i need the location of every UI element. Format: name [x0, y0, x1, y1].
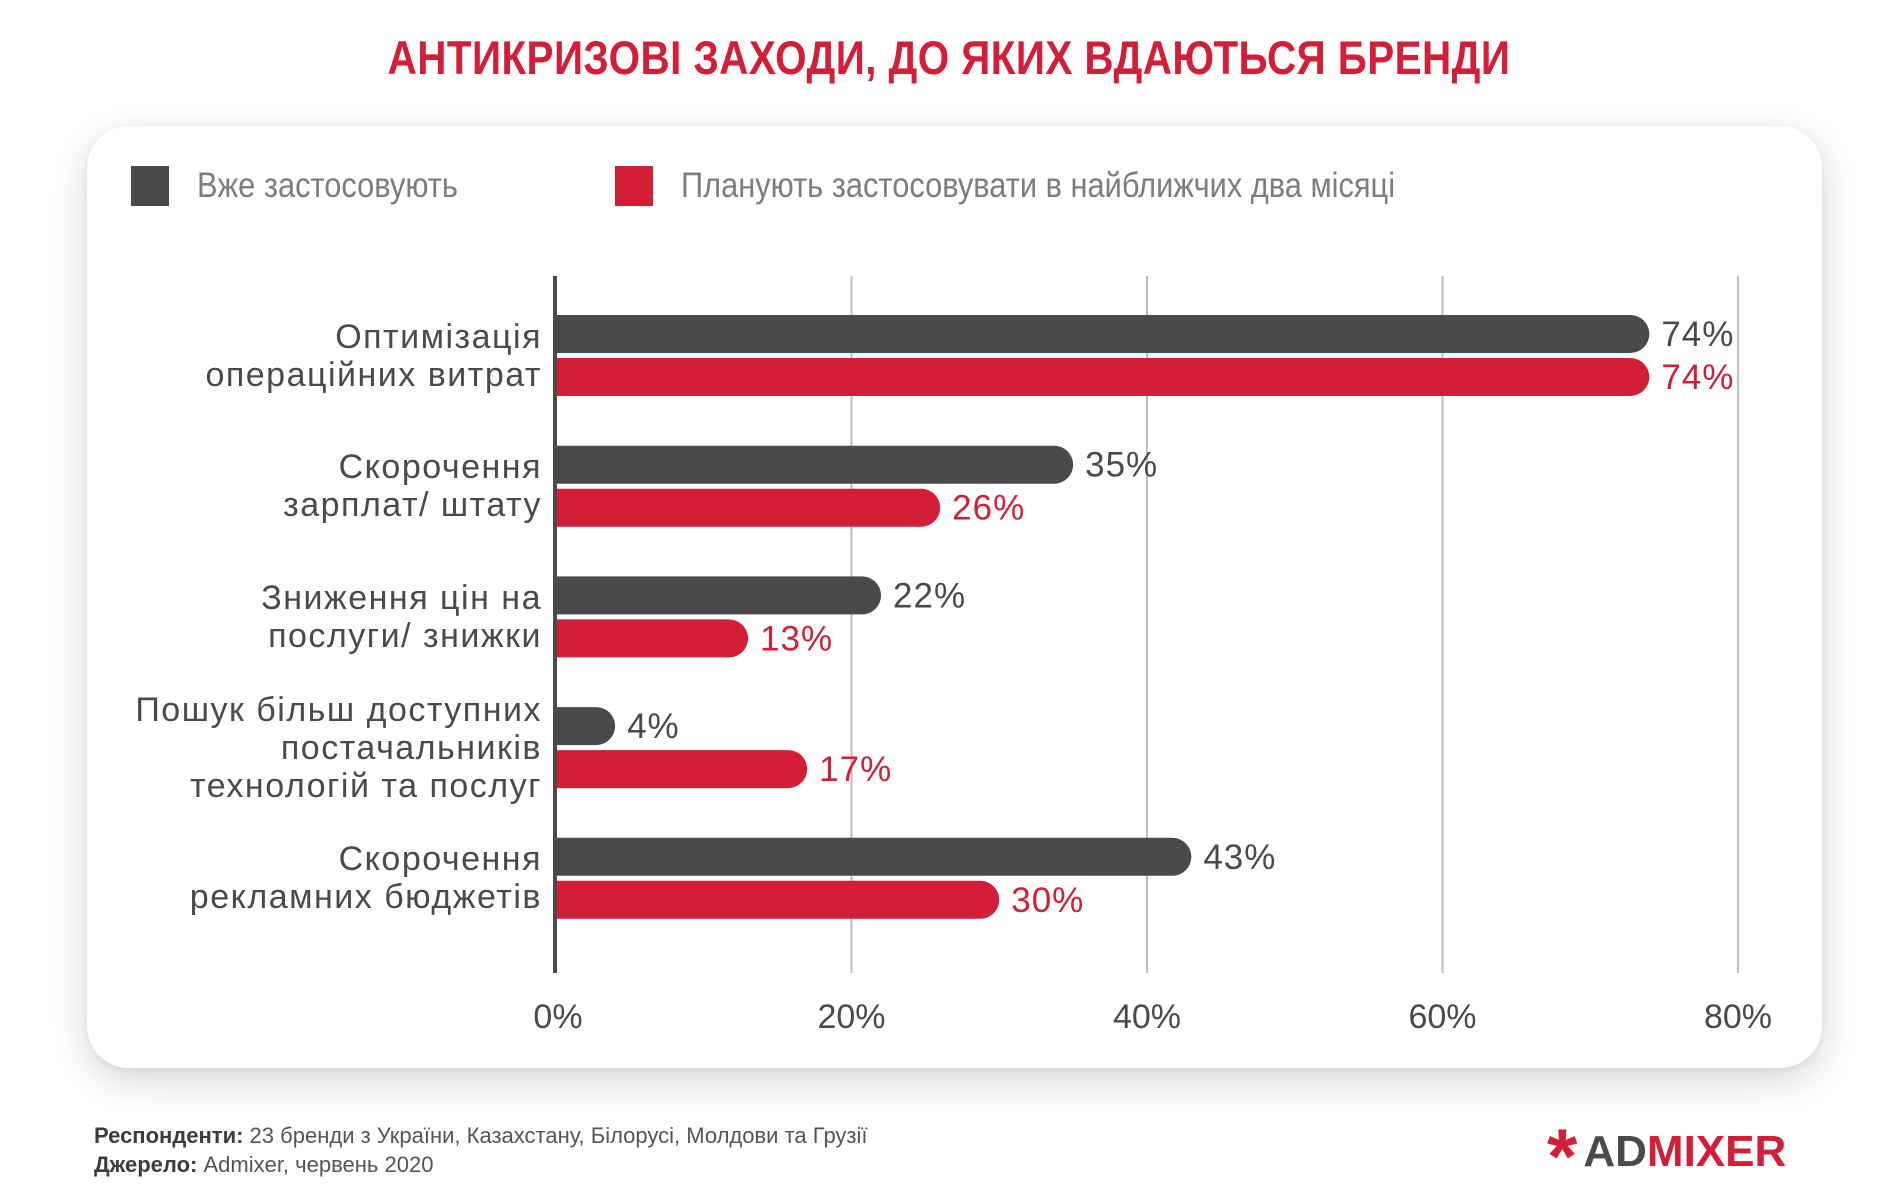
- x-tick-label: 20%: [817, 998, 885, 1036]
- category-label: Скорочення зарплат/ штату: [283, 448, 542, 524]
- x-tick-label: 40%: [1113, 998, 1181, 1036]
- category-label: Оптимізація операційних витрат: [205, 318, 542, 394]
- logo-mixer: MIXER: [1646, 1127, 1787, 1176]
- bar-planned-2: [556, 619, 749, 658]
- chart-title: АНТИКРИЗОВІ ЗАХОДИ, ДО ЯКИХ ВДАЮТЬСЯ БРЕ…: [387, 31, 1511, 84]
- legend-label-already: Вже застосовують: [197, 166, 458, 205]
- legend-swatch-planned: [615, 166, 653, 206]
- respondents-text: 23 бренди з України, Казахстану, Білорус…: [243, 1123, 868, 1148]
- legend-item-already: Вже застосовують: [131, 166, 494, 206]
- source-note: Джерело: Admixer, червень 2020: [94, 1150, 868, 1179]
- category-label: Пошук більш доступних постачальників техно…: [135, 691, 542, 805]
- value-label-already-4: 43%: [1203, 838, 1276, 877]
- bar-planned-4: [556, 880, 1000, 919]
- value-label-planned-0: 74%: [1661, 358, 1734, 397]
- legend-item-planned: Планують застосовувати в найближчих два …: [615, 166, 1492, 206]
- x-tick-label: 0%: [533, 998, 582, 1036]
- bar-planned-3: [556, 750, 808, 789]
- x-tick-label: 60%: [1408, 998, 1476, 1036]
- respondents-note: Респонденти: 23 бренди з України, Казахс…: [94, 1121, 868, 1150]
- source-text: Admixer, червень 2020: [197, 1152, 434, 1177]
- category-label: Зниження цін на послуги/ знижки: [261, 579, 542, 655]
- category-label-line: рекламних бюджетів: [189, 878, 542, 917]
- category-label-line: зарплат/ штату: [283, 486, 542, 525]
- x-tick-label: 80%: [1704, 998, 1772, 1036]
- value-label-already-3: 4%: [627, 707, 680, 746]
- category-label-line: Пошук більш доступних: [135, 690, 542, 729]
- logo-wordmark: ADMIXER: [1583, 1127, 1786, 1177]
- respondents-label: Респонденти:: [94, 1123, 244, 1148]
- admixer-logo: * ADMIXER: [1547, 1117, 1786, 1195]
- category-label-line: Оптимізація: [335, 317, 542, 356]
- bar-already-3: [556, 707, 616, 746]
- bar-already-1: [556, 445, 1074, 484]
- source-label: Джерело:: [94, 1152, 198, 1177]
- category-label-line: операційних витрат: [205, 355, 542, 394]
- category-label-line: послуги/ знижки: [268, 616, 542, 655]
- value-labels: 74% 74% 35% 26% 22% 13% 4% 17% 43% 30%: [627, 315, 1734, 920]
- value-label-already-2: 22%: [893, 576, 966, 615]
- bar-already-4: [556, 837, 1192, 876]
- value-label-planned-2: 13%: [760, 619, 833, 658]
- bar-planned-0: [556, 358, 1650, 396]
- bars: [556, 315, 1650, 919]
- value-label-already-0: 74%: [1661, 315, 1734, 354]
- x-tick-labels: 0% 20% 40% 60% 80%: [533, 998, 1772, 1036]
- value-label-planned-1: 26%: [952, 489, 1025, 528]
- category-label-line: Скорочення: [338, 840, 542, 879]
- value-label-already-1: 35%: [1085, 446, 1158, 485]
- bar-already-2: [556, 576, 882, 615]
- value-label-planned-4: 30%: [1011, 881, 1084, 920]
- bar-planned-1: [556, 488, 941, 527]
- asterisk-icon: *: [1547, 1112, 1578, 1200]
- bar-already-0: [556, 315, 1650, 353]
- category-label: Скорочення рекламних бюджетів: [190, 840, 542, 916]
- value-label-planned-3: 17%: [819, 750, 892, 789]
- category-label-line: постачальників: [280, 728, 542, 767]
- category-label-line: Зниження цін на: [261, 578, 542, 617]
- footer-notes: Респонденти: 23 бренди з України, Казахс…: [94, 1121, 868, 1179]
- category-label-line: Скорочення: [338, 448, 542, 487]
- logo-ad: AD: [1583, 1127, 1647, 1176]
- legend-swatch-already: [131, 166, 169, 206]
- category-label-line: технологій та послуг: [190, 766, 542, 805]
- legend-label-planned: Планують застосовувати в найближчих два …: [681, 166, 1396, 205]
